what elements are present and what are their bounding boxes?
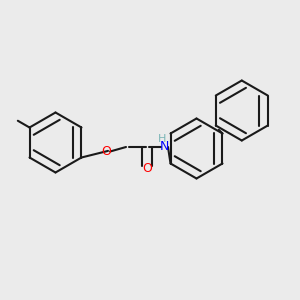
Text: H: H bbox=[158, 134, 166, 144]
Text: N: N bbox=[160, 140, 169, 154]
Text: O: O bbox=[102, 145, 111, 158]
Text: O: O bbox=[142, 161, 152, 175]
